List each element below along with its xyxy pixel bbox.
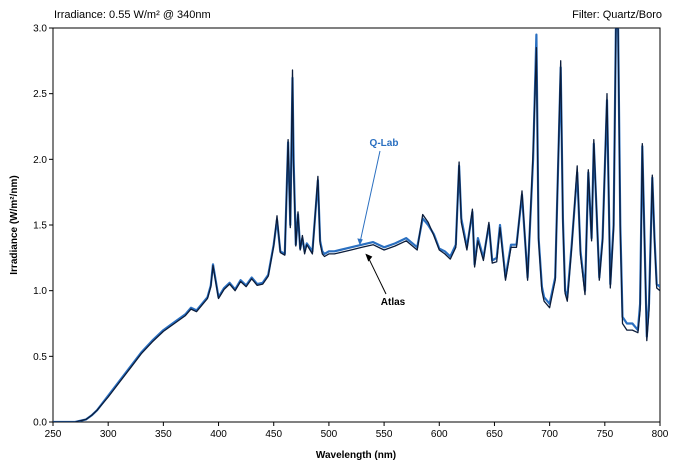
x-tick-label: 500 bbox=[321, 429, 338, 440]
annotation-qlab-arrow bbox=[359, 150, 381, 244]
annotation-atlas-label: Atlas bbox=[381, 297, 406, 308]
x-tick-label: 450 bbox=[265, 429, 282, 440]
x-tick-label: 400 bbox=[210, 429, 227, 440]
y-axis-label: Irradiance (W/m²/nm) bbox=[9, 175, 20, 274]
y-tick-label: 1.5 bbox=[33, 221, 47, 232]
x-tick-label: 550 bbox=[376, 429, 393, 440]
annotation-qlab-label: Q-Lab bbox=[370, 138, 399, 149]
x-tick-label: 250 bbox=[45, 429, 62, 440]
x-tick-label: 700 bbox=[541, 429, 558, 440]
irradiance-note: Irradiance: 0.55 W/m² @ 340nm bbox=[54, 9, 211, 21]
x-tick-label: 350 bbox=[155, 429, 172, 440]
x-tick-label: 750 bbox=[596, 429, 613, 440]
y-tick-label: 1.0 bbox=[33, 286, 47, 297]
y-tick-label: 0.0 bbox=[33, 418, 47, 429]
y-tick-label: 3.0 bbox=[33, 24, 47, 35]
x-tick-label: 300 bbox=[100, 429, 117, 440]
annotation-atlas-arrow bbox=[367, 257, 387, 295]
x-tick-label: 650 bbox=[486, 429, 503, 440]
filter-note: Filter: Quartz/Boro bbox=[572, 9, 662, 21]
series-line-q-lab bbox=[53, 28, 660, 422]
annotation-atlas-arrowhead bbox=[365, 253, 373, 262]
x-tick-label: 800 bbox=[652, 429, 669, 440]
series-line-atlas bbox=[53, 28, 660, 422]
annotation-qlab-arrowhead bbox=[357, 238, 363, 246]
y-tick-label: 0.5 bbox=[33, 352, 47, 363]
plot-frame bbox=[52, 27, 661, 423]
y-tick-label: 2.0 bbox=[33, 155, 47, 166]
x-axis-label: Wavelength (nm) bbox=[316, 450, 396, 461]
x-tick-label: 600 bbox=[431, 429, 448, 440]
y-tick-label: 2.5 bbox=[33, 89, 47, 100]
